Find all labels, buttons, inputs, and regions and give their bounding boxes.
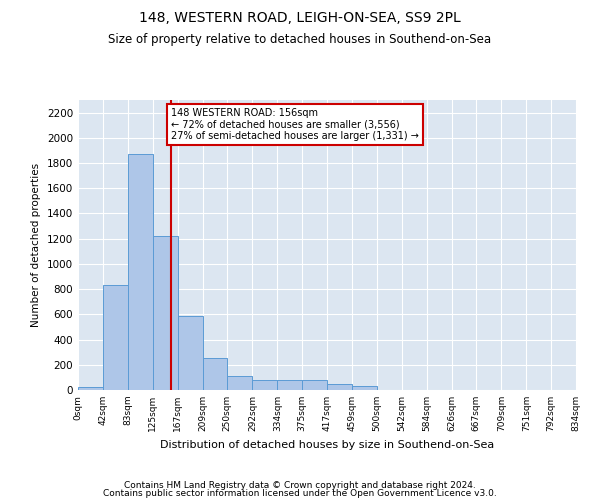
Bar [227,376,253,390]
Bar [128,154,152,390]
Text: 148, WESTERN ROAD, LEIGH-ON-SEA, SS9 2PL: 148, WESTERN ROAD, LEIGH-ON-SEA, SS9 2PL [139,12,461,26]
X-axis label: Distribution of detached houses by size in Southend-on-Sea: Distribution of detached houses by size … [160,440,494,450]
Bar [103,286,128,390]
Text: Contains HM Land Registry data © Crown copyright and database right 2024.: Contains HM Land Registry data © Crown c… [124,480,476,490]
Bar [327,384,352,390]
Bar [78,388,103,390]
Bar [253,380,277,390]
Text: Size of property relative to detached houses in Southend-on-Sea: Size of property relative to detached ho… [109,32,491,46]
Bar [203,358,227,390]
Bar [277,380,302,390]
Bar [352,386,377,390]
Bar [302,380,327,390]
Bar [178,316,203,390]
Bar [152,236,178,390]
Y-axis label: Number of detached properties: Number of detached properties [31,163,41,327]
Text: 148 WESTERN ROAD: 156sqm
← 72% of detached houses are smaller (3,556)
27% of sem: 148 WESTERN ROAD: 156sqm ← 72% of detach… [171,108,419,141]
Text: Contains public sector information licensed under the Open Government Licence v3: Contains public sector information licen… [103,489,497,498]
